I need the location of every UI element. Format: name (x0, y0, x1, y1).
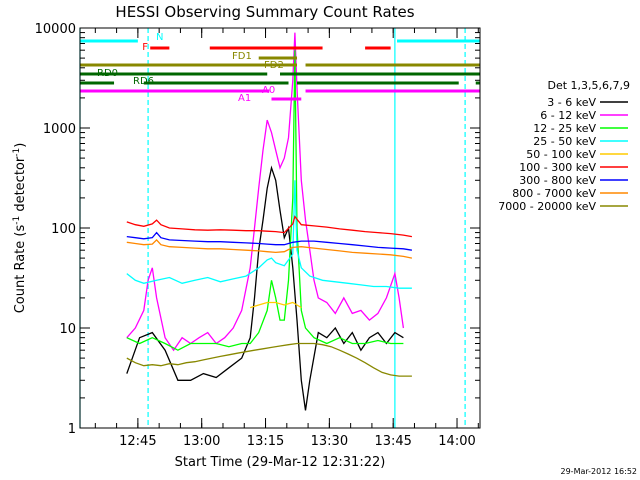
y-tick-label: 10000 (35, 22, 76, 37)
state-label-fd1: FD1 (232, 51, 252, 62)
legend-label: 25 - 50 keV (533, 135, 596, 148)
x-tick-label: 13:15 (247, 434, 284, 449)
x-axis-label: Start Time (29-Mar-12 12:31:22) (175, 455, 386, 470)
state-label-f: F (142, 42, 148, 53)
y-tick-label: 100 (51, 222, 76, 237)
x-tick-label: 12:45 (119, 434, 156, 449)
plot-area: NF FD1 FD2 RD0 RD6 A0 A1 (79, 28, 480, 428)
series-line-800to7000kev (126, 238, 413, 259)
y-tick-label: 10 (59, 322, 76, 337)
state-label-fd2: FD2 (264, 60, 284, 71)
y-axis-label: Count Rate (s-1 detector-1) (12, 143, 28, 314)
legend-label: 800 - 7000 keV (512, 187, 596, 200)
y-tick-label: 1000 (43, 122, 76, 137)
x-tick-label: 14:00 (438, 434, 475, 449)
series-line-3to6kev (126, 165, 404, 411)
legend-title: Det 1,3,5,6,7,9 (547, 79, 630, 92)
series-line-12to25kev (126, 50, 404, 351)
state-label-rd6: RD6 (133, 76, 154, 87)
x-tick-label: 13:45 (374, 434, 411, 449)
state-label-rd0: RD0 (97, 68, 118, 79)
legend-label: 300 - 800 keV (519, 174, 596, 187)
legend-label: 7000 - 20000 keV (498, 200, 596, 213)
x-tick-label: 13:00 (183, 434, 220, 449)
x-tick-label: 13:30 (311, 434, 348, 449)
legend-label: 100 - 300 keV (519, 161, 596, 174)
y-tick-label: 1 (68, 422, 76, 437)
series-line-6to12kev (126, 32, 405, 352)
series-line-100to300kev (126, 215, 413, 238)
state-label-a1: A1 (238, 93, 251, 104)
state-label-n: N (156, 32, 163, 43)
series-line-7000to20000kev (126, 342, 412, 377)
series-line-50to100kev (250, 301, 302, 309)
legend-label: 6 - 12 keV (540, 109, 596, 122)
series-line-25to50kev (126, 180, 412, 289)
legend-label: 3 - 6 keV (547, 96, 596, 109)
legend-label: 12 - 25 keV (533, 122, 596, 135)
series-line-300to800kev (126, 231, 413, 251)
state-label-a0: A0 (262, 85, 275, 96)
legend-label: 50 - 100 keV (526, 148, 596, 161)
chart-title: HESSI Observing Summary Count Rates (115, 3, 414, 21)
footer-timestamp: 29-Mar-2012 16:52 (561, 467, 638, 476)
